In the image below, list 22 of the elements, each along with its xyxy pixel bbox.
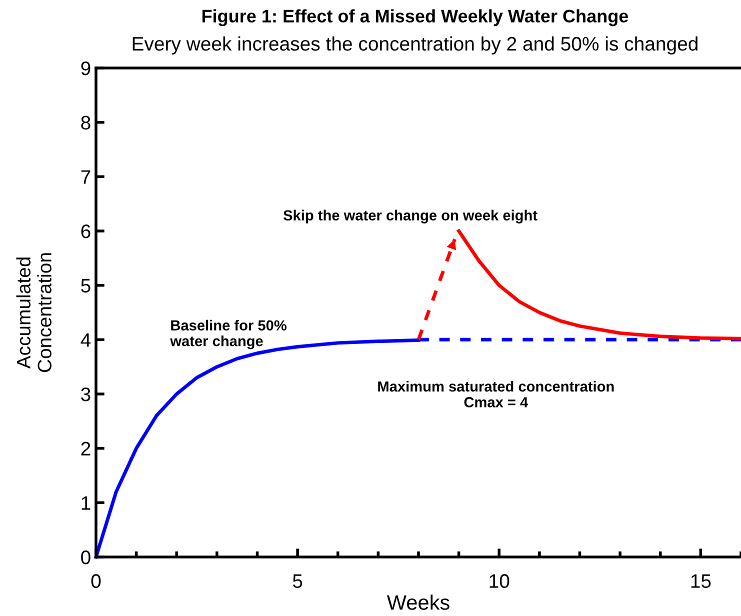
y-axis-title: Accumulated Concentration <box>16 253 52 372</box>
annotation: Skip the water change on week eight <box>283 210 538 224</box>
chart-subtitle: Every week increases the concentration by 2 and 50% is changed <box>132 36 698 55</box>
x-tick-label: 10 <box>490 574 510 588</box>
y-tick-label: 5 <box>81 279 90 293</box>
x-tick-label: 5 <box>292 574 302 588</box>
y-tick-label: 0 <box>81 550 90 564</box>
y-tick-label: 1 <box>82 496 90 510</box>
y-tick-label: 9 <box>81 61 90 76</box>
y-tick-label: 2 <box>81 442 90 456</box>
x-axis-title: Weeks <box>386 594 450 610</box>
chart-title: Figure 1: Effect of a Missed Weekly Water Change <box>202 9 628 26</box>
line-series <box>457 229 741 340</box>
y-tick-label: 4 <box>80 333 91 347</box>
x-tick-label: 15 <box>691 574 711 588</box>
annotation: Baseline for 50% water change <box>170 320 287 350</box>
y-tick-label: 7 <box>81 170 90 184</box>
x-tick-label: 0 <box>91 574 101 588</box>
annotation: Maximum saturated concentration Cmax = 4 <box>378 380 614 408</box>
y-tick-label: 3 <box>81 387 90 402</box>
y-tick-label: 6 <box>81 224 90 238</box>
y-tick-label: 8 <box>81 116 90 130</box>
